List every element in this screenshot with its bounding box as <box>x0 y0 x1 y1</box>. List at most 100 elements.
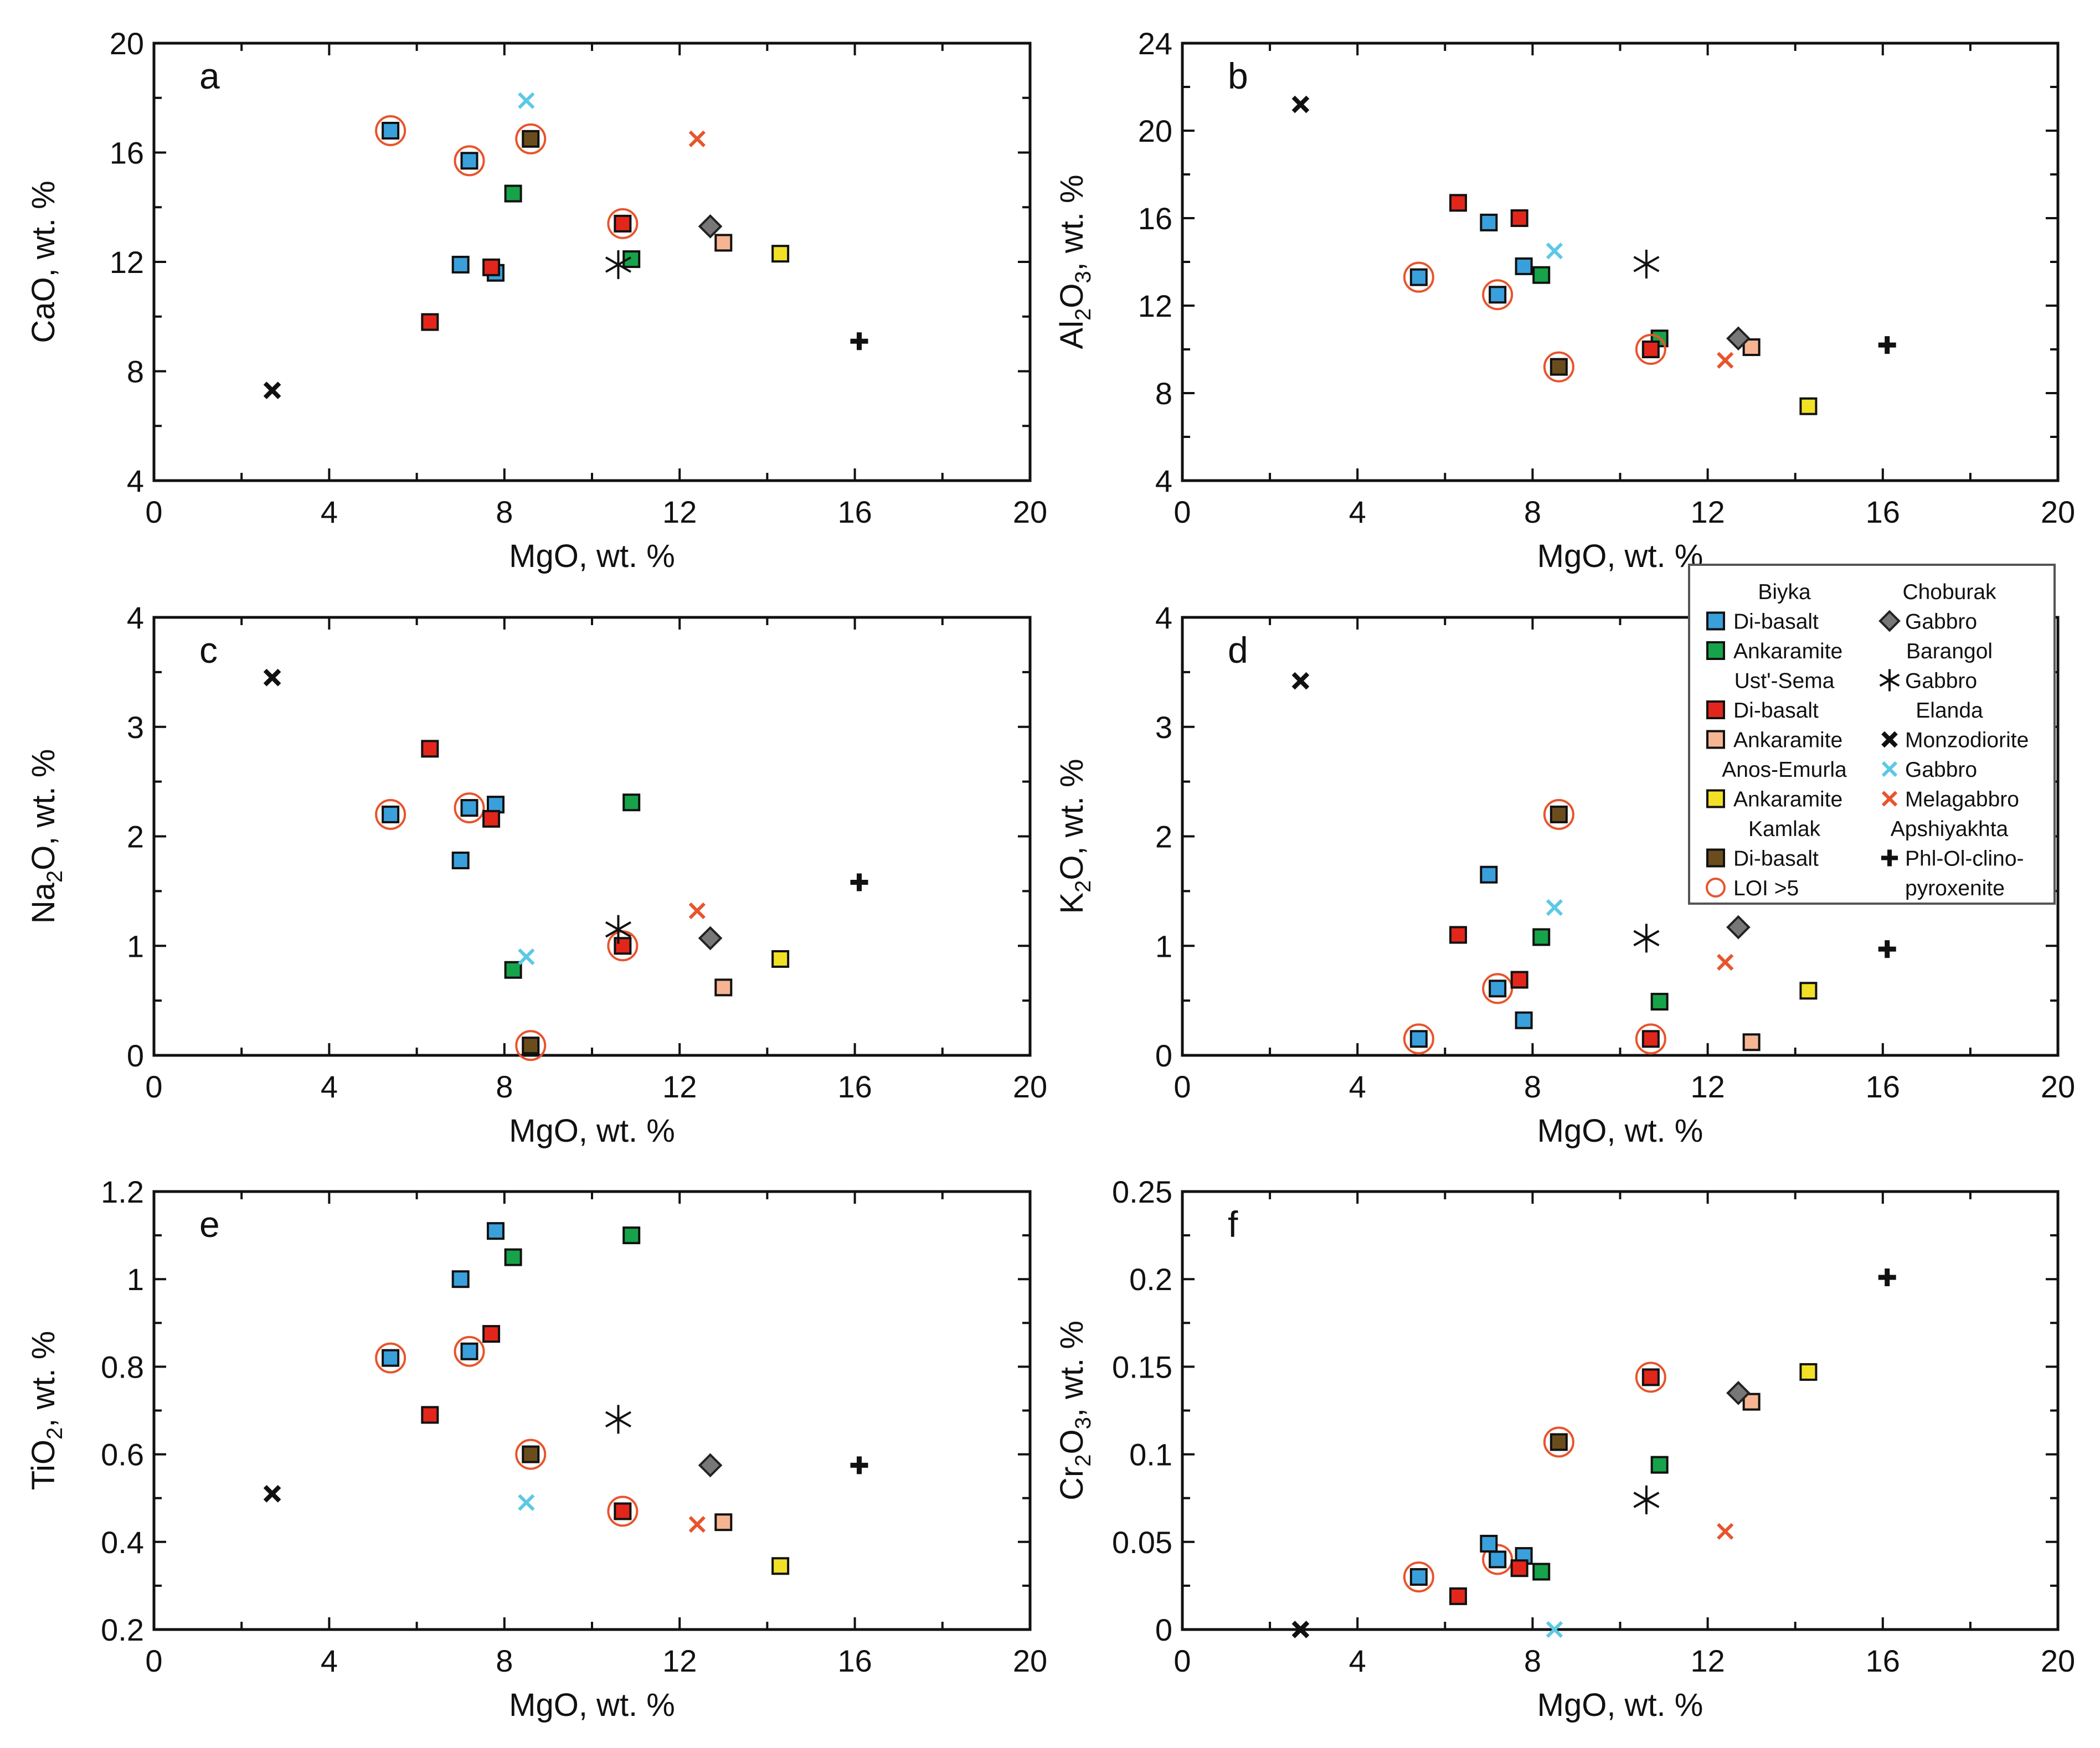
loi-ring-e-8 <box>607 1496 639 1527</box>
y-tick-label-e: 0.6 <box>101 1437 144 1472</box>
loi-ring-b-11 <box>1543 351 1574 383</box>
point-c-1 <box>460 799 478 817</box>
x-axis-title-f: MgO, wt. % <box>1537 1687 1703 1723</box>
point-a-17 <box>850 332 868 350</box>
point-d-13 <box>1633 924 1660 953</box>
point-f-4 <box>1532 1563 1551 1581</box>
y-tick-label-a: 4 <box>127 463 144 498</box>
point-e-9 <box>714 1513 733 1532</box>
x-tick-label-b: 4 <box>1349 494 1366 529</box>
point-c-10 <box>771 950 790 968</box>
point-f-16 <box>1717 1523 1734 1540</box>
point-e-16 <box>688 1516 706 1533</box>
loi-ring-c-0 <box>375 798 406 830</box>
x-tick-label-a: 8 <box>496 494 513 529</box>
x-tick-label-d: 4 <box>1349 1069 1366 1104</box>
point-f-7 <box>1510 1559 1528 1577</box>
point-f-6 <box>1449 1587 1468 1605</box>
y-tick-label-f: 0.2 <box>1129 1262 1172 1297</box>
x-tick-label-b: 20 <box>2041 494 2075 529</box>
plot-frame-c <box>152 616 1032 1057</box>
point-c-6 <box>421 740 439 758</box>
point-c-11 <box>522 1037 540 1055</box>
point-a-0 <box>382 122 400 140</box>
point-a-12 <box>698 214 723 239</box>
point-a-2 <box>451 255 470 274</box>
legend-marker-left-2 <box>1706 641 1725 660</box>
y-tick-label-c: 1 <box>127 929 144 963</box>
point-b-12 <box>1726 326 1751 351</box>
legend-label-left-5: Ankaramite <box>1733 729 1842 752</box>
x-tick-label-b: 8 <box>1524 494 1541 529</box>
point-d-11 <box>1550 805 1568 823</box>
legend-marker-left-7 <box>1706 789 1725 808</box>
point-c-7 <box>482 809 501 828</box>
point-c-4 <box>504 961 522 979</box>
point-e-8 <box>614 1502 632 1520</box>
legend-header-right-2: Barangol <box>1906 640 1993 663</box>
point-f-12 <box>1726 1381 1751 1405</box>
panel-letter-f: f <box>1228 1204 1238 1245</box>
point-d-4 <box>1532 928 1551 946</box>
loi-ring-d-8 <box>1635 1023 1666 1055</box>
loi-ring-e-11 <box>515 1438 547 1470</box>
point-e-5 <box>622 1226 641 1245</box>
y-tick-label-a: 12 <box>110 245 144 280</box>
point-e-17 <box>850 1456 868 1474</box>
point-a-1 <box>460 152 478 170</box>
legend-label-right-6: Gabbro <box>1905 758 1977 782</box>
point-e-0 <box>382 1349 400 1367</box>
x-tick-label-b: 12 <box>1690 494 1725 529</box>
x-tick-label-f: 4 <box>1349 1643 1366 1678</box>
point-c-13 <box>605 915 631 944</box>
point-b-7 <box>1510 209 1528 227</box>
x-tick-label-a: 4 <box>321 494 338 529</box>
loi-ring-c-11 <box>515 1030 547 1061</box>
point-f-11 <box>1550 1433 1568 1451</box>
y-tick-label-f: 0.15 <box>1112 1349 1172 1384</box>
point-a-16 <box>688 130 706 147</box>
y-axis-title-f: Cr2O3, wt. % <box>1054 1321 1095 1501</box>
point-a-10 <box>771 245 790 263</box>
point-e-10 <box>771 1557 790 1575</box>
y-tick-label-d: 4 <box>1155 600 1172 635</box>
point-e-3 <box>486 1222 505 1240</box>
point-b-13 <box>1633 249 1660 279</box>
point-b-17 <box>1878 336 1896 354</box>
point-d-6 <box>1449 926 1468 944</box>
loi-ring-f-11 <box>1543 1426 1574 1458</box>
legend-marker-right-5 <box>1881 731 1898 748</box>
legend-header-left-3: Ust'-Sema <box>1734 669 1835 693</box>
point-a-15 <box>518 92 535 109</box>
x-tick-label-c: 16 <box>837 1069 872 1104</box>
x-axis-title-b: MgO, wt. % <box>1537 538 1703 574</box>
x-tick-label-a: 16 <box>837 494 872 529</box>
legend-box <box>1688 564 2056 905</box>
y-tick-label-f: 0 <box>1155 1612 1172 1647</box>
y-tick-label-c: 3 <box>127 710 144 745</box>
x-tick-label-e: 4 <box>321 1643 338 1678</box>
y-axis-title-a: CaO, wt. % <box>25 181 61 343</box>
loi-ring-f-8 <box>1635 1362 1666 1393</box>
loi-ring-a-11 <box>515 123 547 154</box>
point-f-2 <box>1480 1534 1498 1553</box>
y-tick-label-b: 16 <box>1138 201 1172 236</box>
point-d-0 <box>1409 1030 1428 1048</box>
legend-header-right-0: Choburak <box>1902 580 1996 604</box>
legend-label-right-3: Gabbro <box>1905 669 1977 693</box>
point-d-5 <box>1650 993 1669 1011</box>
loi-ring-d-11 <box>1543 798 1574 830</box>
point-f-0 <box>1409 1568 1428 1586</box>
loi-ring-d-0 <box>1403 1023 1434 1055</box>
point-b-14 <box>1291 95 1310 114</box>
y-tick-label-b: 8 <box>1155 376 1172 411</box>
x-tick-label-e: 8 <box>496 1643 513 1678</box>
legend-header-right-8: Apshiyakhta <box>1891 817 2009 841</box>
panel-f: 0 4 8 12 16 20 0 0.05 0.1 0.15 0.2 0.25 MgO, wt. % Cr… <box>1054 1174 2075 1723</box>
legend-label-left-2: Ankaramite <box>1733 640 1842 663</box>
x-tick-label-e: 12 <box>662 1643 697 1678</box>
